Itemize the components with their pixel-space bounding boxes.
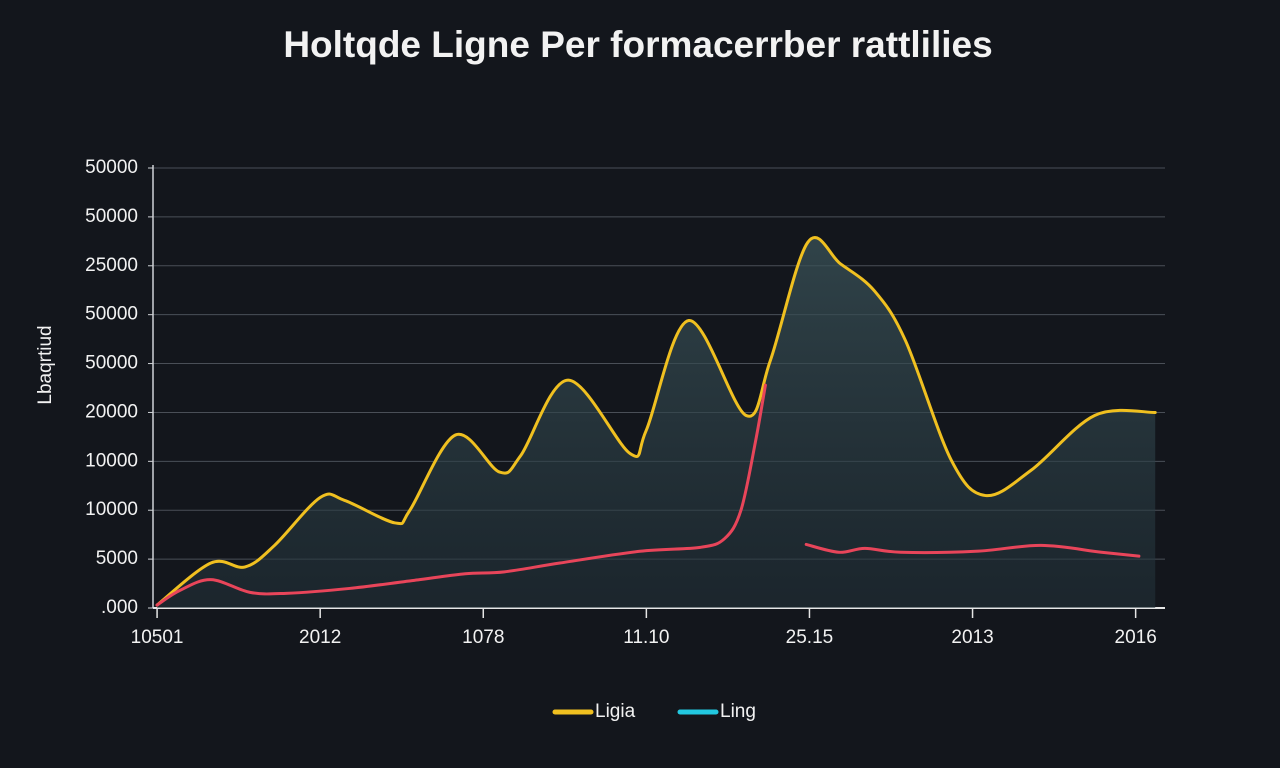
chart-title: Holtqde Ligne Per formacerrber rattlilie… [283,24,992,65]
x-tick-label: 2013 [951,627,993,648]
y-tick-label: 50000 [85,206,138,227]
x-tick-label: 11.10 [623,627,669,648]
y-tick-label: .000 [101,597,138,618]
y-tick-label: 10000 [85,499,138,520]
x-tick-label: 2012 [299,627,341,648]
x-tick-label: 1078 [462,627,504,648]
legend-label: Ling [720,701,756,722]
y-tick-label: 50000 [85,304,138,325]
y-axis-label: Lbaqrtiud [35,325,56,404]
y-tick-label: 10000 [85,450,138,471]
line [155,383,767,607]
x-tick-label: 10501 [131,627,184,648]
line [155,236,1157,607]
area [157,237,1156,609]
y-tick-label: 50000 [85,157,138,178]
y-tick-label: 5000 [96,548,138,569]
legend-label: Ligia [595,701,636,722]
y-tick-label: 50000 [85,353,138,374]
y-tick-label: 25000 [85,255,138,276]
x-tick-label: 25.15 [786,627,834,648]
line [804,542,1141,558]
x-tick-label: 2016 [1115,627,1157,648]
y-tick-label: 20000 [85,401,138,422]
